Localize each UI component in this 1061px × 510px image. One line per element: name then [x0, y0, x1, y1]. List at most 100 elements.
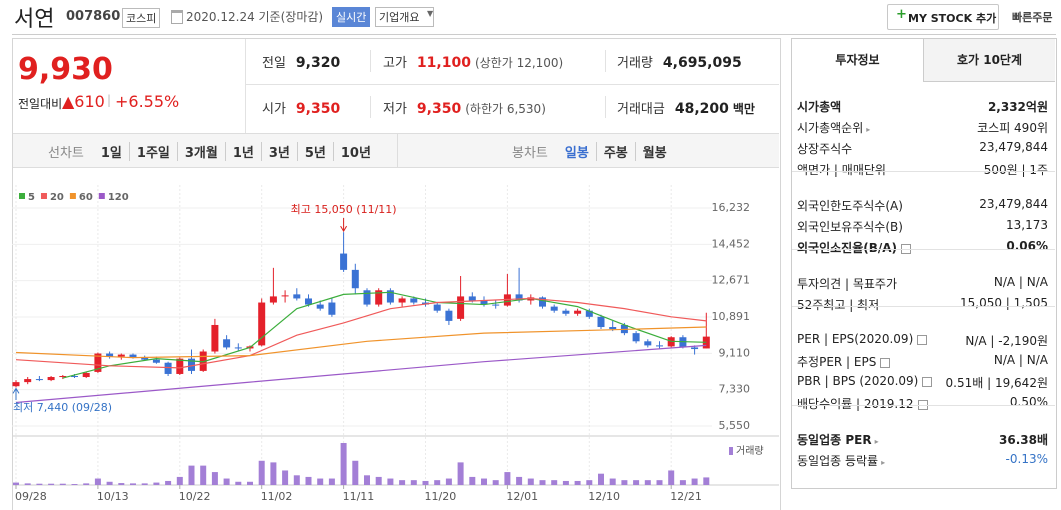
quote-value: 9,320	[295, 55, 341, 71]
volume-bar	[293, 475, 300, 485]
candle-body	[35, 379, 43, 381]
volume-bar	[340, 443, 347, 485]
quick-order[interactable]: 빠른주문	[1012, 11, 1053, 24]
y-tick-label: 5,550	[719, 419, 751, 432]
volume-bar	[621, 480, 628, 485]
section-rule	[792, 249, 1055, 250]
quote-label: 저가	[383, 102, 407, 117]
period-option[interactable]: 10년	[332, 142, 378, 161]
candle-body	[234, 347, 242, 349]
quote-note: (하한가 6,530)	[465, 102, 546, 116]
arrow-icon: ▸	[881, 458, 886, 467]
volume-bar	[586, 480, 593, 485]
candle-body	[468, 296, 476, 301]
info-label-text: 시가총액순위	[797, 121, 864, 135]
info-label: 시가총액	[797, 98, 841, 115]
candle-body	[691, 347, 699, 350]
candle-body	[152, 359, 160, 363]
candle-body	[656, 345, 663, 347]
help-icon	[917, 334, 928, 345]
x-tick-label: 11/20	[425, 490, 457, 503]
section-rule	[792, 306, 1055, 307]
period-option[interactable]: 5년	[296, 142, 333, 161]
realtime-badge[interactable]: 실시간	[332, 7, 371, 27]
candle-body	[47, 377, 55, 381]
period-option[interactable]: 1일	[100, 146, 122, 161]
info-tab[interactable]: 호가 10단계	[923, 39, 1055, 82]
period-option[interactable]: 일봉	[564, 146, 589, 161]
candle-body	[609, 327, 617, 330]
info-label: PBR | BPS (2020.09)	[797, 374, 933, 388]
quote-cell: 저가 9,350 (하한가 6,530)	[383, 98, 546, 117]
x-tick-label: 10/13	[97, 490, 129, 503]
period-option[interactable]: 3개월	[176, 142, 225, 161]
help-icon	[917, 399, 928, 410]
volume-bar	[141, 483, 148, 485]
my-stock-button[interactable]	[887, 4, 999, 30]
divider	[605, 50, 606, 72]
candle-body	[410, 298, 418, 303]
info-value: 0.50%	[1009, 395, 1048, 409]
volume-bar	[59, 483, 66, 485]
info-label-text: 동일업종 PER	[797, 433, 872, 447]
period-option[interactable]: 1주일	[128, 142, 177, 161]
x-tick-label: 11/02	[261, 490, 293, 503]
legend-swatch	[729, 447, 733, 455]
info-value: 23,479,844	[979, 197, 1048, 211]
volume-bar	[516, 476, 523, 485]
x-tick-label: 12/01	[506, 490, 538, 503]
y-tick-label: 12,671	[712, 274, 751, 287]
volume-bar	[71, 484, 78, 485]
volume-bar	[679, 480, 686, 485]
info-value: 13,173	[1006, 218, 1048, 232]
candle-body	[71, 376, 78, 378]
volume-bar	[609, 478, 616, 485]
section-rule	[792, 405, 1055, 406]
quote-label: 거래량	[617, 56, 653, 71]
info-tab[interactable]: 투자정보	[792, 39, 923, 83]
quote-cell: 거래대금 48,200 백만	[617, 98, 755, 117]
period-group-label: 봉차트	[512, 146, 548, 161]
period-option[interactable]: 3년	[260, 142, 297, 161]
info-label: 액면가 | 매매단위	[797, 161, 886, 178]
moving-average-line	[15, 344, 707, 404]
info-label-text: 투자의견 | 목표주가	[797, 277, 897, 291]
company-info-button[interactable]: 기업개요	[375, 7, 435, 27]
candle-body	[269, 296, 277, 303]
stock-name: 서연	[14, 7, 55, 32]
volume-bar	[94, 478, 101, 485]
info-label: 투자의견 | 목표주가	[797, 275, 897, 292]
volume-bar	[24, 483, 31, 485]
divider	[370, 96, 371, 118]
info-value: N/A | -2,190원	[965, 334, 1048, 348]
separator: |	[107, 93, 112, 107]
candle-body	[129, 354, 137, 358]
volume-bar	[317, 478, 324, 485]
period-option[interactable]: 1년	[224, 142, 261, 161]
period-option[interactable]: 월봉	[634, 142, 674, 161]
info-label: 배당수익률 | 2019.12	[797, 395, 928, 412]
info-label-text: PBR | BPS (2020.09)	[797, 374, 919, 388]
volume-bar	[282, 470, 289, 485]
stock-code: 007860	[66, 9, 121, 24]
info-label-text: 상장주식수	[797, 142, 853, 156]
info-label-text: 외국인한도주식수(A)	[797, 199, 903, 213]
arrow-icon: ▸	[874, 437, 879, 446]
info-label: 동일업종 등락률 ▸	[797, 452, 885, 469]
volume-bar	[36, 483, 43, 485]
period-option[interactable]: 주봉	[595, 142, 635, 161]
quote-label: 거래대금	[617, 102, 665, 117]
volume-bar	[633, 480, 640, 485]
x-tick-label: 10/22	[179, 490, 211, 503]
divider	[397, 134, 398, 167]
candle-body	[597, 316, 605, 328]
volume-bar	[469, 476, 476, 485]
candle-body	[316, 304, 324, 309]
info-value: 2,332억원	[987, 100, 1048, 114]
volume-bar	[305, 476, 312, 485]
info-label: 52주최고 | 최저	[797, 296, 879, 313]
volume-bar	[422, 480, 429, 485]
legend-label: 120	[108, 192, 129, 203]
divider	[246, 84, 779, 85]
